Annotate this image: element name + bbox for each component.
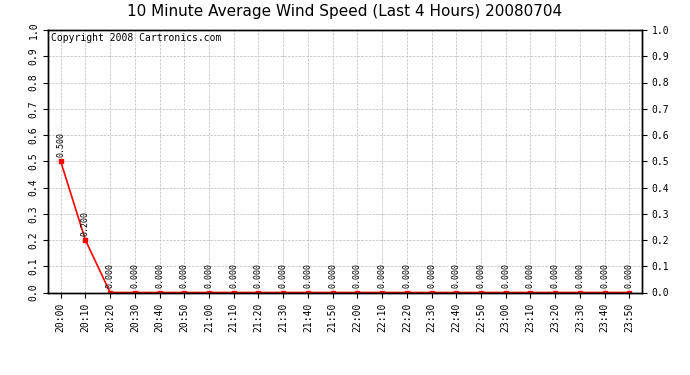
Text: 0.500: 0.500	[56, 132, 65, 157]
Text: 0.000: 0.000	[600, 263, 609, 288]
Text: 0.200: 0.200	[81, 211, 90, 236]
Text: 0.000: 0.000	[304, 263, 313, 288]
Text: 0.000: 0.000	[155, 263, 164, 288]
Text: 0.000: 0.000	[477, 263, 486, 288]
Text: 0.000: 0.000	[377, 263, 386, 288]
Text: 0.000: 0.000	[402, 263, 411, 288]
Text: 0.000: 0.000	[328, 263, 337, 288]
Text: 0.000: 0.000	[229, 263, 238, 288]
Text: 0.000: 0.000	[106, 263, 115, 288]
Text: 0.000: 0.000	[452, 263, 461, 288]
Text: 0.000: 0.000	[526, 263, 535, 288]
Text: Copyright 2008 Cartronics.com: Copyright 2008 Cartronics.com	[51, 33, 221, 43]
Text: 0.000: 0.000	[625, 263, 634, 288]
Text: 0.000: 0.000	[353, 263, 362, 288]
Text: 0.000: 0.000	[551, 263, 560, 288]
Text: 0.000: 0.000	[130, 263, 139, 288]
Text: 0.000: 0.000	[254, 263, 263, 288]
Text: 0.000: 0.000	[501, 263, 510, 288]
Text: 0.000: 0.000	[427, 263, 436, 288]
Text: 0.000: 0.000	[180, 263, 189, 288]
Text: 10 Minute Average Wind Speed (Last 4 Hours) 20080704: 10 Minute Average Wind Speed (Last 4 Hou…	[128, 4, 562, 19]
Text: 0.000: 0.000	[575, 263, 584, 288]
Text: 0.000: 0.000	[204, 263, 213, 288]
Text: 0.000: 0.000	[279, 263, 288, 288]
